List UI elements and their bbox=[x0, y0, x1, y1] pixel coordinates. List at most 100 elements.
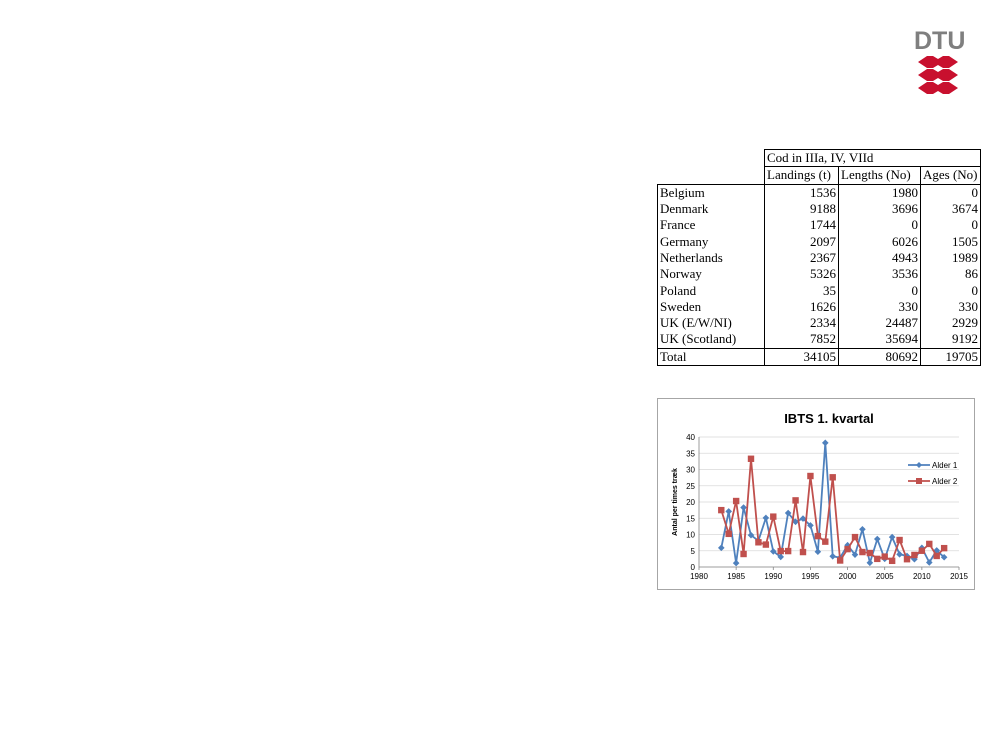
table-row: Germany 2097 6026 1505 bbox=[657, 233, 981, 250]
ages-cell: 86 bbox=[920, 266, 981, 283]
data-point bbox=[903, 556, 911, 563]
dtu-logo-mark bbox=[918, 56, 958, 94]
landings-cell: 9188 bbox=[764, 200, 839, 218]
data-point bbox=[762, 514, 770, 522]
cod-landings-table: Cod in IIIa, IV, VIId Landings (t) Lengt… bbox=[657, 148, 981, 366]
data-point bbox=[807, 522, 814, 529]
table-row: UK (E/W/NI) 2334 24487 2929 bbox=[657, 314, 981, 332]
col-header-ages: Ages (No) bbox=[920, 166, 981, 185]
data-point bbox=[918, 547, 926, 554]
data-point bbox=[807, 472, 814, 480]
data-point bbox=[940, 544, 948, 552]
data-point bbox=[829, 552, 837, 560]
ages-cell: 3674 bbox=[920, 200, 981, 218]
data-point bbox=[859, 526, 866, 533]
y-tick-label: 35 bbox=[686, 449, 695, 458]
data-point bbox=[911, 551, 918, 559]
lengths-cell: 0 bbox=[838, 217, 921, 234]
data-point bbox=[740, 504, 747, 511]
country-cell: UK (E/W/NI) bbox=[657, 314, 765, 332]
country-cell: UK (Scotland) bbox=[657, 331, 765, 349]
x-tick-label: 2000 bbox=[839, 572, 857, 581]
y-tick-label: 15 bbox=[686, 514, 695, 523]
table-row: Poland 35 0 0 bbox=[657, 282, 981, 299]
data-point bbox=[784, 547, 792, 555]
landings-cell: 35 bbox=[764, 282, 839, 299]
table-row: France 1744 0 0 bbox=[657, 217, 981, 234]
x-tick-label: 1985 bbox=[727, 572, 745, 581]
total-label: Total bbox=[657, 347, 765, 366]
landings-cell: 1744 bbox=[764, 217, 839, 234]
data-point bbox=[888, 533, 896, 541]
landings-cell: 1536 bbox=[764, 183, 839, 201]
data-point bbox=[874, 555, 881, 563]
table-row: UK (Scotland) 7852 35694 9192 bbox=[657, 331, 981, 349]
y-tick-label: 25 bbox=[686, 482, 695, 491]
legend-label: Alder 2 bbox=[932, 477, 958, 486]
data-point bbox=[888, 557, 896, 565]
table-row: Norway 5326 3536 86 bbox=[657, 266, 981, 283]
data-point bbox=[784, 509, 792, 517]
col-header-lengths: Lengths (No) bbox=[838, 166, 921, 185]
total-row: Total 34105 80692 19705 bbox=[657, 347, 981, 366]
ages-cell: 0 bbox=[920, 217, 981, 234]
data-point bbox=[732, 559, 740, 567]
lengths-cell: 24487 bbox=[838, 314, 921, 332]
lengths-cell: 3696 bbox=[838, 200, 921, 218]
country-cell: Denmark bbox=[657, 200, 765, 218]
data-point bbox=[725, 530, 732, 538]
country-cell: France bbox=[657, 217, 765, 234]
legend-marker bbox=[916, 462, 922, 468]
y-tick-label: 0 bbox=[691, 563, 696, 572]
data-point bbox=[926, 540, 933, 548]
data-point bbox=[747, 455, 755, 462]
data-point bbox=[873, 535, 881, 543]
data-point bbox=[814, 548, 822, 556]
x-tick-label: 2005 bbox=[876, 572, 894, 581]
table-row: Netherlands 2367 4943 1989 bbox=[657, 249, 981, 267]
legend-marker bbox=[916, 478, 922, 484]
y-tick-label: 20 bbox=[686, 498, 695, 507]
y-tick-label: 30 bbox=[686, 466, 695, 475]
ibts-chart: IBTS 1. kvartal 0 5 10 15 20 25 30 35 40 1980 1985 1… bbox=[657, 398, 975, 590]
ages-cell: 0 bbox=[920, 183, 981, 201]
data-point bbox=[814, 532, 822, 540]
data-point bbox=[829, 474, 836, 481]
data-point bbox=[844, 545, 851, 553]
lengths-cell: 330 bbox=[838, 298, 921, 315]
data-point bbox=[866, 559, 874, 567]
data-point bbox=[859, 548, 866, 556]
x-tick-label: 1990 bbox=[764, 572, 782, 581]
dtu-logo: DTU bbox=[914, 27, 966, 94]
country-cell: Netherlands bbox=[657, 249, 765, 267]
col-header-landings: Landings (t) bbox=[764, 166, 839, 185]
country-cell: Norway bbox=[657, 266, 765, 283]
data-point bbox=[851, 533, 859, 541]
table-row: Belgium 1536 1980 0 bbox=[657, 183, 981, 201]
legend-label: Alder 1 bbox=[932, 461, 958, 470]
data-point bbox=[799, 515, 807, 522]
total-ages: 19705 bbox=[920, 347, 981, 366]
y-tick-label: 40 bbox=[686, 433, 695, 442]
data-point bbox=[866, 549, 874, 557]
lengths-cell: 0 bbox=[838, 282, 921, 299]
data-point bbox=[718, 506, 725, 514]
country-cell: Sweden bbox=[657, 298, 765, 315]
data-point bbox=[799, 548, 807, 556]
dtu-logo-text: DTU bbox=[914, 27, 966, 55]
ibts-chart-svg: IBTS 1. kvartal 0 5 10 15 20 25 30 35 40 1980 1985 1… bbox=[672, 411, 968, 581]
landings-cell: 1626 bbox=[764, 298, 839, 315]
x-tick-label: 2015 bbox=[950, 572, 968, 581]
data-point bbox=[732, 497, 740, 505]
y-tick-label: 10 bbox=[686, 531, 695, 540]
x-tick-label: 2010 bbox=[913, 572, 931, 581]
data-point bbox=[896, 551, 903, 558]
ages-cell: 1505 bbox=[920, 233, 981, 250]
table-row: Denmark 9188 3696 3674 bbox=[657, 200, 981, 218]
landings-cell: 2334 bbox=[764, 314, 839, 332]
total-lengths: 80692 bbox=[838, 347, 921, 366]
ages-cell: 9192 bbox=[920, 331, 981, 349]
data-point bbox=[762, 541, 770, 548]
data-point bbox=[725, 508, 733, 515]
data-point bbox=[755, 539, 762, 546]
